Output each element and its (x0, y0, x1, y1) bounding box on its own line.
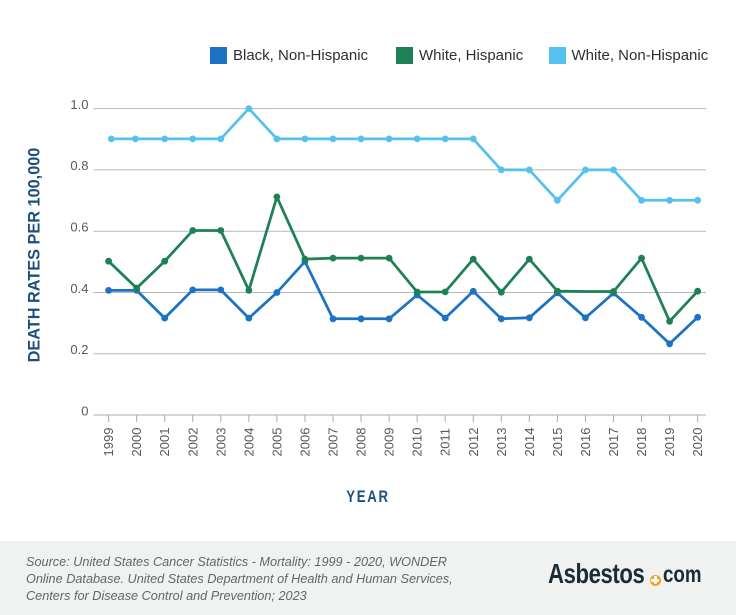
svg-text:0: 0 (81, 403, 88, 418)
svg-text:2000: 2000 (129, 428, 144, 457)
svg-text:2005: 2005 (269, 428, 284, 457)
svg-text:YEAR: YEAR (346, 487, 390, 506)
svg-text:2003: 2003 (213, 428, 228, 457)
svg-text:1.0: 1.0 (70, 97, 88, 112)
svg-text:2018: 2018 (634, 428, 649, 457)
svg-text:0.8: 0.8 (70, 158, 88, 173)
svg-text:DEATH RATES PER 100,000: DEATH RATES PER 100,000 (26, 148, 44, 363)
svg-text:2016: 2016 (578, 428, 593, 457)
svg-text:2011: 2011 (438, 428, 453, 456)
svg-text:2008: 2008 (354, 428, 369, 457)
svg-text:2015: 2015 (550, 428, 565, 457)
svg-text:2006: 2006 (297, 428, 312, 457)
svg-text:0.6: 0.6 (70, 220, 88, 235)
svg-text:2019: 2019 (662, 428, 677, 457)
svg-text:2014: 2014 (522, 428, 537, 457)
svg-text:2009: 2009 (382, 428, 397, 457)
svg-text:2017: 2017 (606, 428, 621, 457)
svg-text:2004: 2004 (241, 428, 256, 457)
svg-text:2001: 2001 (157, 428, 172, 457)
svg-text:1999: 1999 (101, 428, 116, 457)
svg-text:2020: 2020 (690, 428, 705, 457)
svg-text:0.2: 0.2 (70, 342, 88, 357)
svg-text:2012: 2012 (466, 428, 481, 457)
svg-text:2007: 2007 (326, 428, 341, 457)
svg-text:2002: 2002 (185, 428, 200, 457)
svg-text:2013: 2013 (494, 428, 509, 457)
svg-text:0.4: 0.4 (70, 281, 88, 296)
svg-text:2010: 2010 (410, 428, 425, 457)
